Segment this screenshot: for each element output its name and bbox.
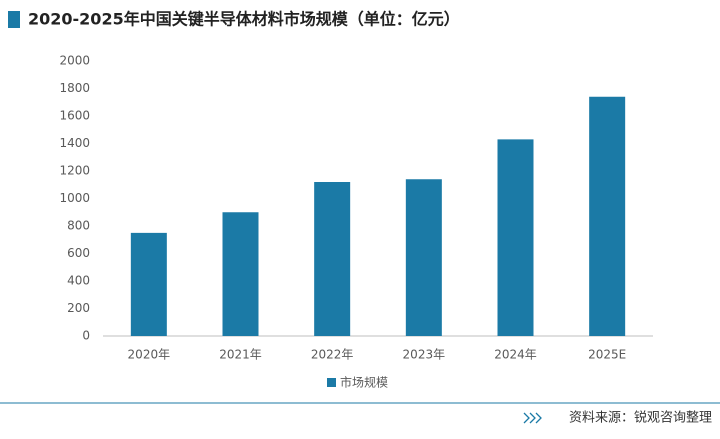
y-tick-label: 1400 (59, 136, 90, 150)
y-tick-label: 800 (67, 219, 90, 233)
y-tick-label: 1800 (59, 81, 90, 95)
x-tick-label: 2023年 (403, 348, 446, 362)
bar (497, 139, 534, 336)
y-tick-label: 1200 (59, 164, 90, 178)
y-tick-label: 1000 (59, 191, 90, 205)
x-tick-label: 2020年 (128, 348, 171, 362)
y-tick-label: 1600 (59, 109, 90, 123)
y-tick-label: 2000 (59, 54, 90, 68)
y-tick-label: 400 (67, 274, 90, 288)
x-tick-label: 2021年 (219, 348, 262, 362)
y-tick-label: 600 (67, 246, 90, 260)
x-tick-label: 2024年 (494, 348, 537, 362)
bar (589, 96, 626, 336)
y-tick-label: 0 (82, 329, 90, 343)
footer-chevrons (523, 412, 542, 424)
chart-title: 2020-2025年中国关键半导体材料市场规模（单位：亿元） (28, 10, 460, 29)
y-tick-label: 200 (67, 301, 90, 315)
title-marker (8, 11, 20, 28)
bar (222, 212, 259, 336)
x-tick-label: 2022年 (311, 348, 354, 362)
legend-swatch (327, 378, 336, 387)
x-tick-label: 2025E (588, 348, 626, 362)
source-note: 资料来源：锐观咨询整理 (569, 411, 712, 426)
legend-label: 市场规模 (340, 375, 388, 390)
bar (314, 182, 351, 336)
bar (405, 179, 442, 336)
bar (130, 232, 167, 336)
